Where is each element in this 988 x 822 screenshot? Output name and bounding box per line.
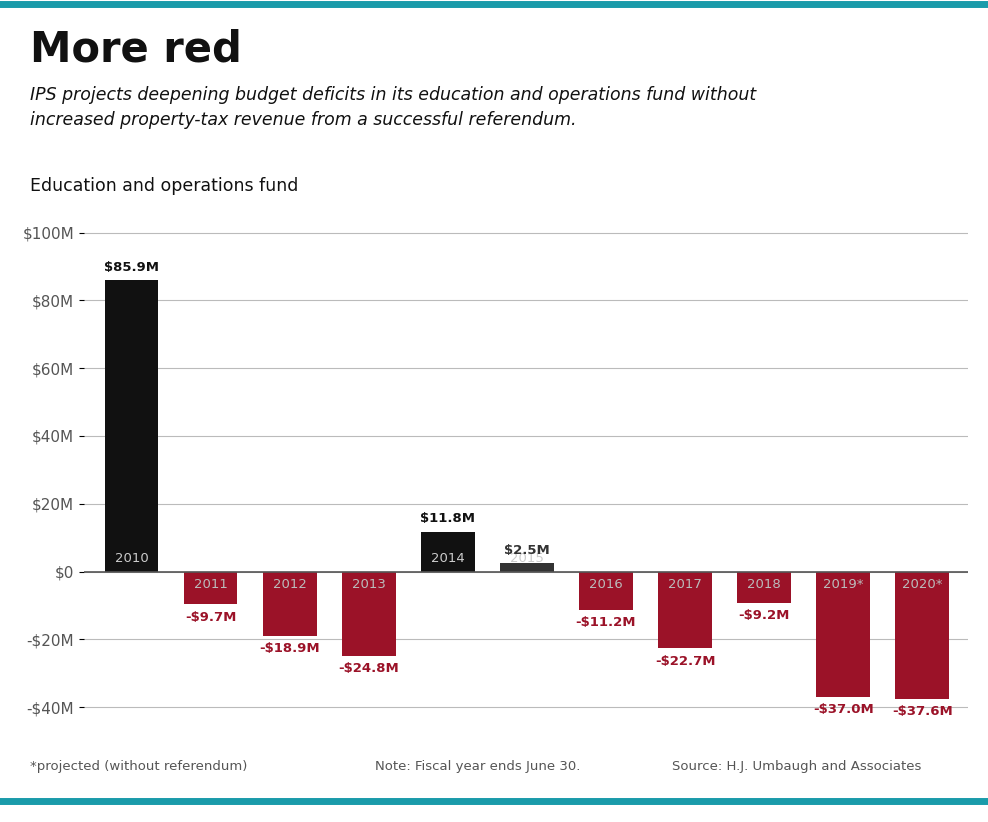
Text: 2018: 2018	[747, 579, 782, 591]
Text: 2015: 2015	[510, 552, 543, 565]
Text: Source: H.J. Umbaugh and Associates: Source: H.J. Umbaugh and Associates	[672, 760, 921, 774]
Text: 2016: 2016	[589, 579, 622, 591]
Bar	[342, 571, 395, 656]
Text: -$22.7M: -$22.7M	[655, 654, 715, 667]
Text: Note: Fiscal year ends June 30.: Note: Fiscal year ends June 30.	[375, 760, 581, 774]
Text: 2012: 2012	[273, 579, 306, 591]
Text: $2.5M: $2.5M	[504, 544, 549, 557]
Text: Education and operations fund: Education and operations fund	[30, 177, 298, 195]
Text: 2013: 2013	[352, 579, 385, 591]
Bar	[579, 571, 633, 610]
Text: 2010: 2010	[115, 552, 148, 565]
Text: -$11.2M: -$11.2M	[576, 616, 636, 629]
Text: $11.8M: $11.8M	[420, 512, 475, 525]
Text: -$37.6M: -$37.6M	[892, 705, 952, 718]
Text: 2017: 2017	[668, 579, 702, 591]
Text: *projected (without referendum): *projected (without referendum)	[30, 760, 247, 774]
Text: -$24.8M: -$24.8M	[338, 662, 399, 675]
Text: -$37.0M: -$37.0M	[813, 703, 873, 716]
Text: 2011: 2011	[194, 579, 227, 591]
Text: -$9.7M: -$9.7M	[185, 611, 236, 624]
Text: 2014: 2014	[431, 552, 464, 565]
Text: -$18.9M: -$18.9M	[259, 642, 320, 654]
Bar	[421, 532, 474, 571]
Text: IPS projects deepening budget deficits in its education and operations fund with: IPS projects deepening budget deficits i…	[30, 86, 756, 129]
Text: More red: More red	[30, 29, 241, 71]
Bar	[184, 571, 237, 604]
Text: 2019*: 2019*	[823, 579, 864, 591]
Bar	[737, 571, 791, 603]
Text: -$9.2M: -$9.2M	[738, 609, 789, 621]
Text: 2020*: 2020*	[902, 579, 943, 591]
Text: $85.9M: $85.9M	[104, 261, 159, 275]
Bar	[263, 571, 316, 635]
Bar	[816, 571, 870, 697]
Bar	[895, 571, 949, 699]
Bar	[500, 563, 554, 571]
Bar	[658, 571, 712, 649]
Bar	[105, 280, 158, 571]
